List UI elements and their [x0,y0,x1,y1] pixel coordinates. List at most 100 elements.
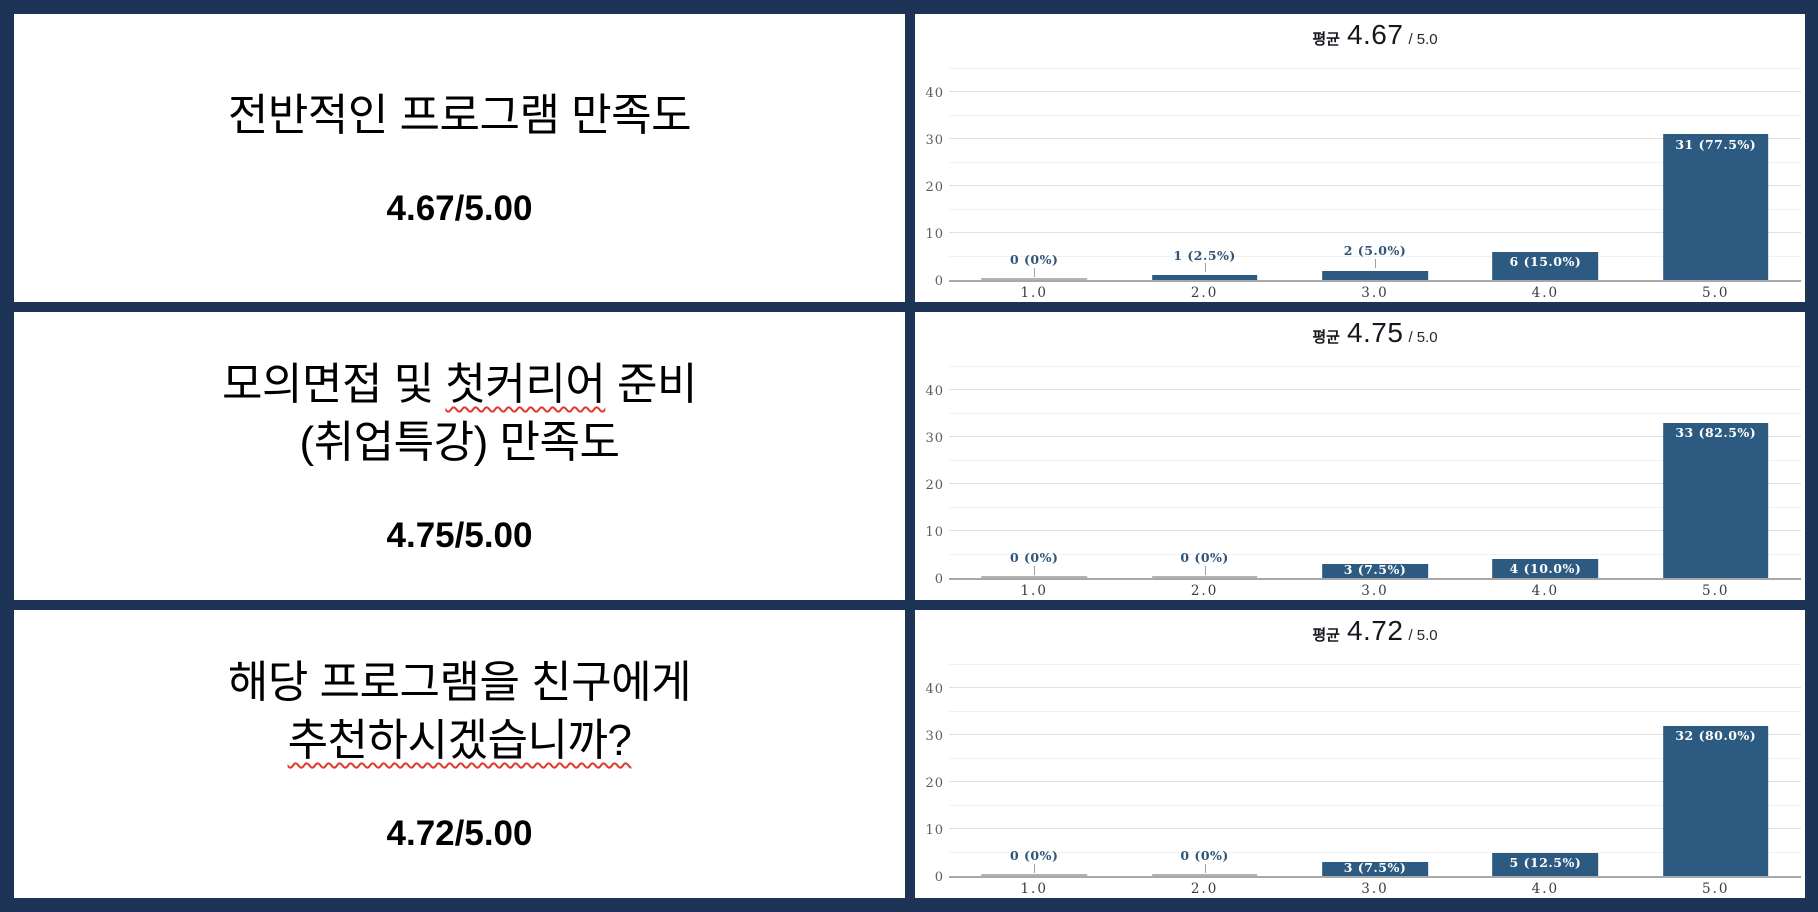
x-axis-tick-label: 5.0 [1702,881,1730,897]
major-gridline [949,687,1801,688]
question-text: 해당 프로그램을 친구에게 추천하시겠습니까? [228,654,692,770]
minor-gridline [949,459,1801,461]
bar-value-label: 31 (77.5%) [1675,136,1757,152]
plot-area: 0 10 20 30 40 0 (0%) 1.0 0 (0%) 2.0 3 (7.5%) 3.0 4 … [925,365,1801,598]
question-line: 전반적인 프로그램 만족도 [227,87,692,145]
average-value: 4.67 [1346,19,1404,50]
y-axis-tick-label: 40 [925,86,944,101]
x-axis-tick-label: 5.0 [1702,583,1730,599]
label-leader-line [1204,864,1206,873]
chart-average-title: 평균 4.75/ 5.0 [949,317,1801,349]
minor-gridline [949,67,1801,69]
minor-gridline [949,412,1801,414]
chart-card-mock-interview: 평균 4.75/ 5.0 0 10 20 30 40 0 (0%) 1.0 0 (0%) 2.0 3 … [915,312,1805,600]
question-segment: 전반적인 프로그램 만족도 [227,90,692,140]
minor-gridline [949,757,1801,759]
major-gridline [949,781,1801,782]
bar-slot: 4 (10.0%) [1460,366,1630,578]
average-label: 평균 [1312,31,1340,48]
bar [1151,874,1258,876]
bar-slot: 5 (12.5%) [1460,664,1630,876]
bar-slot: 31 (77.5%) [1631,68,1801,280]
bar-slot: 1 (2.5%) [1119,68,1289,280]
label-leader-line [1204,566,1206,575]
x-axis-tick-label: 2.0 [1190,881,1219,897]
bar-slot: 3 (7.5%) [1290,366,1460,578]
minor-gridline [949,208,1801,210]
chart-average-title: 평균 4.67/ 5.0 [949,19,1801,51]
label-leader-line [1374,258,1376,268]
major-gridline [949,389,1801,390]
question-line: 해당 프로그램을 친구에게 [228,654,692,712]
major-gridline [949,530,1801,531]
score-value: 4.67/5.00 [386,189,533,229]
average-denominator: / 5.0 [1408,31,1438,48]
label-leader-line [1034,864,1036,873]
question-card-overall-satisfaction: 전반적인 프로그램 만족도 4.67/5.00 [14,14,905,302]
bar-chart-overall-satisfaction: 평균 4.67/ 5.0 0 10 20 30 40 0 (0%) 1.0 1 (2.5%) 2.0… [915,14,1805,302]
bar [981,576,1088,578]
bar-value-label: 3 (7.5%) [1343,860,1407,876]
bar [981,278,1088,280]
question-line: (취업특강) 만족도 [222,414,697,472]
bar-slot: 32 (80.0%) [1631,664,1801,876]
bar [1662,134,1769,280]
x-axis-tick-label: 4.0 [1531,285,1560,301]
minor-gridline [949,365,1801,367]
bar [1322,270,1428,280]
bar-value-label: 2 (5.0%) [1343,242,1407,258]
bar-value-label: 4 (10.0%) [1509,561,1582,577]
bar [1662,725,1769,876]
major-gridline [949,185,1801,186]
chart-card-overall-satisfaction: 평균 4.67/ 5.0 0 10 20 30 40 0 (0%) 1.0 1 (2.5%) 2.0… [915,14,1805,302]
y-axis-tick-label: 0 [934,870,944,885]
average-value: 4.72 [1346,615,1404,646]
question-text: 전반적인 프로그램 만족도 [227,87,692,145]
bar [1492,852,1599,876]
major-gridline [949,828,1801,829]
bar-slot: 0 (0%) [949,366,1119,578]
bar-slot: 0 (0%) [949,664,1119,876]
label-leader-line [1034,566,1036,575]
label-leader-line [1034,268,1036,277]
x-axis-tick-label: 3.0 [1361,285,1389,301]
major-gridline [949,232,1801,233]
bar-value-label: 32 (80.0%) [1675,727,1757,743]
question-segment: 준비 [605,359,697,409]
average-label: 평균 [1312,329,1340,346]
question-segment: 모의면접 및 [222,359,446,409]
bar-slot: 0 (0%) [1119,664,1289,876]
bar [1322,861,1428,876]
bar [1322,563,1428,578]
bar [1151,576,1258,578]
bar-value-label: 5 (12.5%) [1509,854,1582,870]
bar-value-label: 1 (2.5%) [1173,247,1236,263]
bar-value-label: 0 (0%) [1180,550,1229,566]
bar [1492,559,1599,578]
x-axis-tick-label: 4.0 [1531,583,1560,599]
minor-gridline [949,114,1801,116]
x-axis-tick-label: 2.0 [1190,583,1219,599]
bar [1492,251,1599,280]
x-axis-tick-label: 2.0 [1190,285,1219,301]
minor-gridline [949,161,1801,163]
bar-value-label: 0 (0%) [1180,848,1229,864]
bar-value-label: 3 (7.5%) [1343,562,1407,578]
question-card-mock-interview: 모의면접 및 첫커리어 준비 (취업특강) 만족도 4.75/5.00 [14,312,905,600]
major-gridline [949,734,1801,735]
average-label: 평균 [1312,627,1340,644]
y-axis-tick-label: 20 [925,478,944,493]
bar-slot: 2 (5.0%) [1290,68,1460,280]
y-axis-tick-label: 0 [934,274,944,289]
x-axis-tick-label: 1.0 [1020,881,1048,897]
y-axis-tick-label: 20 [925,776,944,791]
bar-chart-recommend: 평균 4.72/ 5.0 0 10 20 30 40 0 (0%) 1.0 0 (0%) 2.0 3 … [915,610,1805,898]
question-segment: (취업특강) 만족도 [299,418,620,467]
major-gridline [949,483,1801,484]
score-value: 4.75/5.00 [386,516,533,556]
plot-area: 0 10 20 30 40 0 (0%) 1.0 1 (2.5%) 2.0 2 (5.0%) 3.0… [925,67,1801,300]
chart-average-title: 평균 4.72/ 5.0 [949,615,1801,647]
y-axis-tick-label: 10 [925,823,944,838]
x-axis-tick-label: 3.0 [1361,583,1389,599]
